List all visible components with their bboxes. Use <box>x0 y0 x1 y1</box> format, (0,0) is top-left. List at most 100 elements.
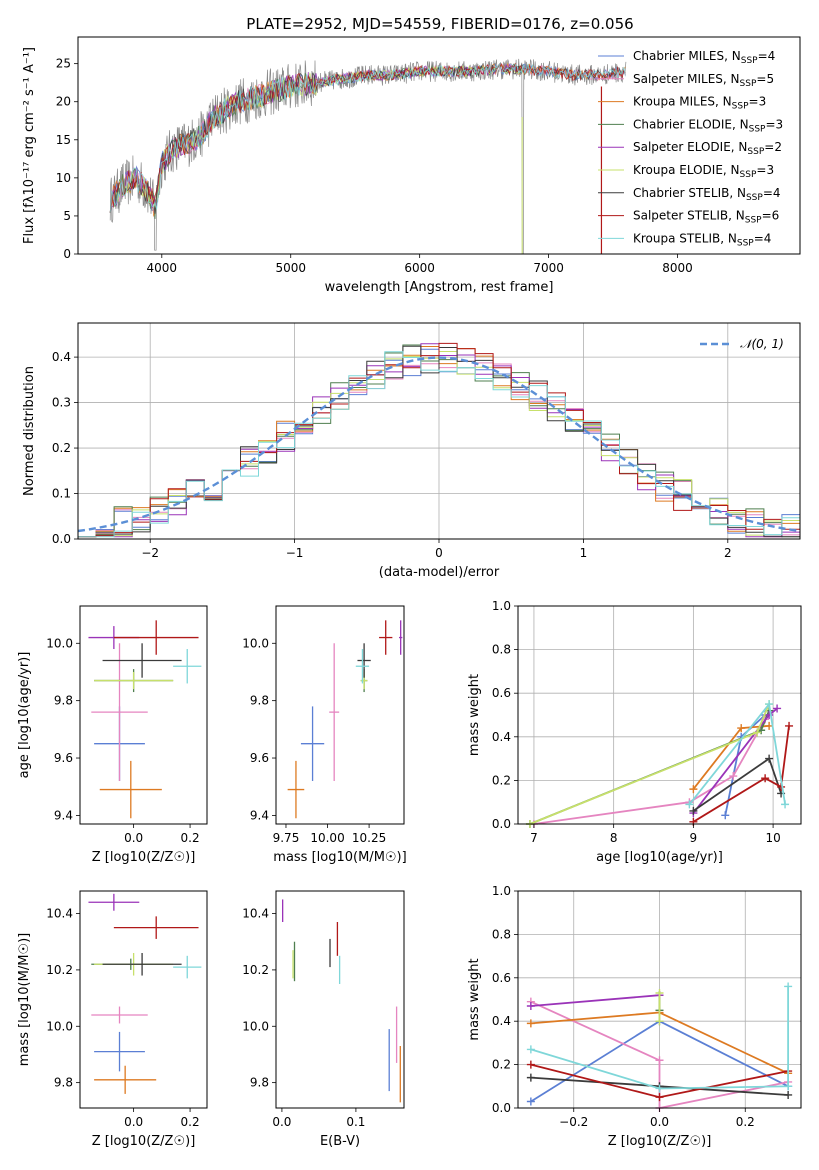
data-marker <box>761 774 770 783</box>
y-tick-label: 0.6 <box>492 971 511 985</box>
y-axis-label: mass weight <box>467 958 482 1040</box>
axes-age-vs-mass: 9.75 10.00 10.25 9.4 9.6 9.8 10.0 mass [log10(M… <box>242 605 407 865</box>
data-marker <box>526 1019 535 1028</box>
y-tick-label: 9.8 <box>54 694 73 708</box>
data-marker <box>526 1002 535 1011</box>
y-tick-label: 9.6 <box>250 751 269 765</box>
series-chabrier-stelib <box>689 754 786 815</box>
data-point <box>102 953 182 976</box>
data-marker <box>737 724 746 733</box>
x-tick-label: −1 <box>286 546 304 560</box>
data-marker <box>721 811 730 820</box>
y-tick-label: 10.0 <box>242 1019 269 1033</box>
legend-label: 𝒩(0, 1) <box>740 337 784 351</box>
data-point <box>173 955 202 979</box>
data-marker <box>765 700 774 709</box>
y-tick-label: 0.8 <box>492 927 511 941</box>
x-tick-label: 1 <box>580 546 588 560</box>
axes-frame <box>77 322 801 540</box>
legend-label: Salpeter MILES, NSSP=5 <box>633 72 774 89</box>
x-tick-label: 9 <box>690 831 698 845</box>
data-point <box>91 1006 148 1024</box>
plot-area <box>525 700 794 828</box>
y-tick-label: 15 <box>56 133 71 147</box>
data-marker <box>526 1073 535 1082</box>
y-tick-label: 9.4 <box>54 808 73 822</box>
y-tick-label: 0 <box>63 247 71 261</box>
x-axis-label: (data-model)/error <box>379 565 500 580</box>
x-tick-label: 6000 <box>404 261 435 275</box>
plot-area <box>77 342 801 538</box>
data-point <box>113 916 199 939</box>
x-tick-label: 0.2 <box>181 1115 200 1129</box>
x-axis-label: Z [log10(Z/Z☉)] <box>92 850 196 865</box>
series-line <box>530 986 789 1090</box>
x-axis-label: E(B-V) <box>320 1134 360 1149</box>
y-tick-label: 10.2 <box>242 963 269 977</box>
data-marker <box>685 800 694 809</box>
x-tick-label: 9.75 <box>273 831 300 845</box>
y-tick-label: 0.6 <box>492 686 511 700</box>
y-tick-label: 20 <box>56 95 71 109</box>
x-tick-label: −2 <box>141 546 159 560</box>
x-tick-label: 10 <box>765 831 780 845</box>
x-tick-label: 0.0 <box>650 1115 669 1129</box>
y-tick-label: 0.3 <box>52 396 71 410</box>
legend-entry: Kroupa MILES, NSSP=3 <box>598 95 766 112</box>
series-kroupa-stelib <box>685 700 790 809</box>
plot-area <box>109 58 627 255</box>
y-tick-label: 1.0 <box>492 599 511 613</box>
data-point <box>88 893 140 911</box>
y-tick-label: 0.0 <box>492 817 511 831</box>
axes-frame <box>77 36 801 255</box>
data-marker <box>655 1084 664 1093</box>
plot-area <box>282 899 401 1103</box>
plot-area <box>88 893 202 1094</box>
legend-entry: Kroupa STELIB, NSSP=4 <box>598 231 771 248</box>
data-marker <box>655 1056 664 1065</box>
axes-spectrum: 4000 5000 6000 7000 8000 0 5 10 15 20 25 wavelength… <box>22 36 801 295</box>
legend-entry: Chabrier STELIB, NSSP=4 <box>598 186 781 203</box>
y-tick-label: 0.1 <box>52 487 71 501</box>
data-point <box>357 643 371 678</box>
series-salpeter-elodie <box>689 704 782 818</box>
data-point <box>329 643 340 781</box>
axes-frame <box>517 605 802 825</box>
x-tick-label: 0.2 <box>181 831 200 845</box>
y-tick-label: 0.4 <box>492 1014 511 1028</box>
legend-label: Salpeter ELODIE, NSSP=2 <box>633 140 782 157</box>
y-axis-label: age [log10(age/yr)] <box>17 652 32 779</box>
x-axis-label: Z [log10(Z/Z☉)] <box>92 1134 196 1149</box>
x-tick-label: 8000 <box>662 261 693 275</box>
plot-area <box>287 620 403 819</box>
data-point <box>91 643 148 781</box>
plot-area <box>88 620 202 819</box>
x-tick-label: 7 <box>530 831 538 845</box>
data-marker <box>765 754 774 763</box>
y-tick-label: 10.4 <box>242 907 269 921</box>
data-point <box>173 649 202 684</box>
y-tick-label: 0.2 <box>492 773 511 787</box>
data-marker <box>729 772 738 781</box>
y-axis-label: mass weight <box>467 674 482 756</box>
data-marker <box>753 728 762 737</box>
axes-age-vs-Z: 0.0 0.2 9.4 9.6 9.8 10.0 Z [log10(Z/Z☉)] age [l… <box>17 605 208 865</box>
x-axis-label: mass [log10(M/M☉)] <box>273 850 406 865</box>
legend-label: Salpeter STELIB, NSSP=6 <box>633 209 779 226</box>
x-tick-label: 2 <box>724 546 732 560</box>
gaussian-curve <box>77 356 801 533</box>
data-marker <box>785 721 794 730</box>
x-tick-label: 10.25 <box>352 831 386 845</box>
x-axis-label: Z [log10(Z/Z☉)] <box>608 1134 712 1149</box>
y-tick-label: 10.4 <box>46 907 73 921</box>
data-marker <box>526 1060 535 1069</box>
data-marker <box>784 982 793 991</box>
data-marker <box>784 1090 793 1099</box>
data-point <box>300 706 325 781</box>
legend-entry: 𝒩(0, 1) <box>700 337 784 351</box>
y-tick-label: 9.6 <box>54 751 73 765</box>
data-marker <box>773 704 782 713</box>
x-tick-label: −0.2 <box>559 1115 588 1129</box>
legend-label: Chabrier MILES, NSSP=4 <box>633 49 775 66</box>
